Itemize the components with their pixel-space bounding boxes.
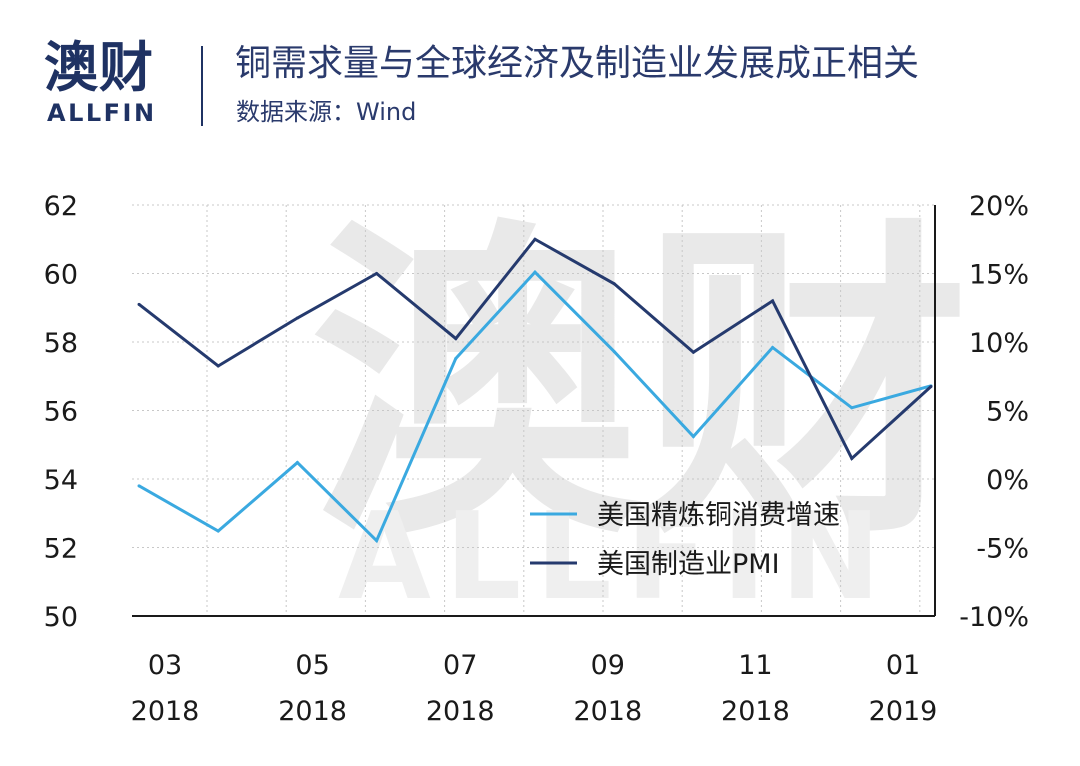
data-point xyxy=(850,456,854,460)
data-point xyxy=(691,350,695,354)
data-point xyxy=(929,385,933,389)
x-axis-tick-month: 05 xyxy=(295,650,329,681)
left-axis-tick-label: 52 xyxy=(44,534,78,565)
right-axis-tick-label: -5% xyxy=(976,534,1029,565)
data-point xyxy=(850,406,854,410)
data-point xyxy=(691,435,695,439)
x-axis-tick-month: 11 xyxy=(738,650,772,681)
left-axis-tick-label: 58 xyxy=(44,328,78,359)
data-point xyxy=(375,539,379,543)
chart-axes: 62 60 58 56 54 52 50 20% 15% 10% 5% 0% -5% -10% 03 2018… xyxy=(44,191,1029,727)
x-axis-tick-month: 01 xyxy=(886,650,920,681)
data-point xyxy=(454,337,458,341)
data-point xyxy=(771,299,775,303)
right-axis-tick-label: 20% xyxy=(969,191,1029,222)
data-point xyxy=(533,270,537,274)
data-point xyxy=(137,302,141,306)
left-axis-tick-label: 56 xyxy=(44,397,78,428)
watermark-english: ALLFIN xyxy=(338,488,895,627)
x-axis-tick-month: 03 xyxy=(148,650,182,681)
data-point xyxy=(216,529,220,533)
legend-label: 美国精炼铜消费增速 xyxy=(597,500,840,531)
left-axis-tick-label: 54 xyxy=(44,465,78,496)
data-point xyxy=(612,282,616,286)
watermark-chinese: 澳财 xyxy=(310,194,970,578)
x-axis-tick-year: 2018 xyxy=(426,696,495,727)
series-layer xyxy=(137,237,933,544)
x-axis-tick-year: 2018 xyxy=(278,696,347,727)
brand-logo-english: ALLFIN xyxy=(47,99,157,127)
data-point xyxy=(454,356,458,360)
legend-label: 美国制造业PMI xyxy=(597,549,780,580)
x-axis-tick-year: 2018 xyxy=(131,696,200,727)
x-axis-tick-year: 2018 xyxy=(573,696,642,727)
data-point xyxy=(295,316,299,320)
page-title: 铜需求量与全球经济及制造业发展成正相关 xyxy=(235,43,920,84)
left-axis-tick-label: 50 xyxy=(44,602,78,633)
data-point xyxy=(137,484,141,488)
data-point xyxy=(533,237,537,241)
header-divider xyxy=(201,46,203,126)
right-axis-tick-label: 5% xyxy=(986,397,1029,428)
right-axis-tick-label: 10% xyxy=(969,328,1029,359)
data-point xyxy=(771,345,775,349)
right-axis-tick-label: 0% xyxy=(986,465,1029,496)
brand-logo-chinese: 澳财 xyxy=(44,36,154,99)
x-axis-tick-year: 2018 xyxy=(721,696,790,727)
left-axis-tick-label: 62 xyxy=(44,191,78,222)
left-axis-tick-label: 60 xyxy=(44,260,78,291)
right-axis-tick-label: 15% xyxy=(969,260,1029,291)
right-axis-tick-label: -10% xyxy=(959,602,1029,633)
data-point xyxy=(612,350,616,354)
data-source: 数据来源：Wind xyxy=(236,98,417,126)
data-point xyxy=(295,461,299,465)
x-axis-tick-month: 07 xyxy=(443,650,477,681)
data-point xyxy=(375,272,379,275)
x-axis-tick-year: 2019 xyxy=(869,696,938,727)
x-axis-tick-month: 09 xyxy=(591,650,625,681)
data-point xyxy=(216,364,220,368)
